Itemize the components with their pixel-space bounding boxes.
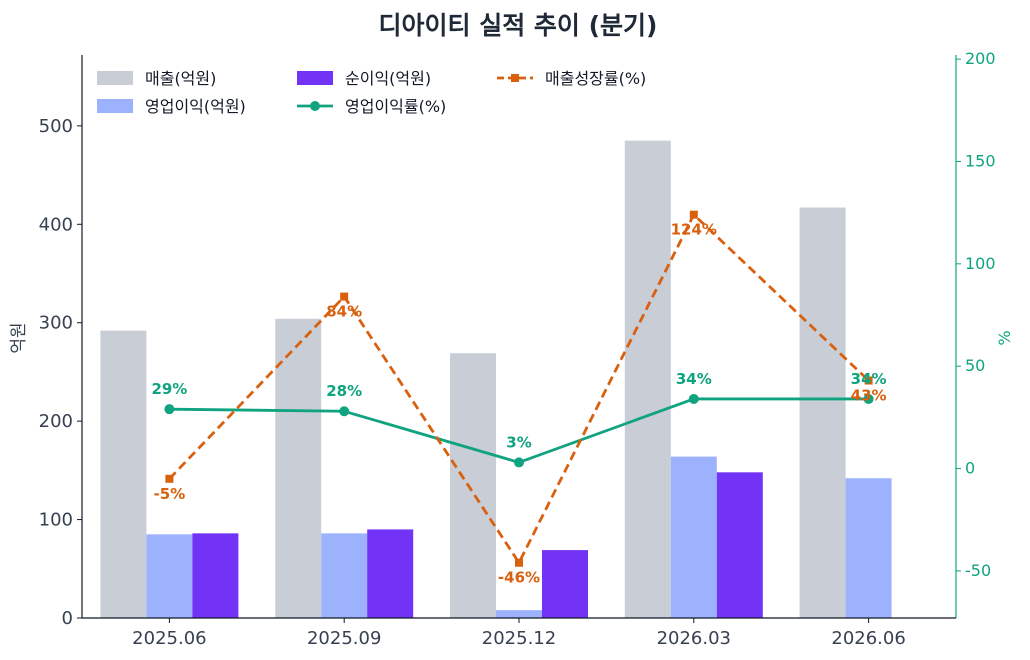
x-tick-label-2026.03: 2026.03 — [657, 628, 731, 649]
data-labels-layer: 29% 28% 3% 34% 34% -5% 84% -46% 124% 43% — [151, 221, 886, 587]
legend-label-5: 매출성장률(%) — [545, 69, 646, 88]
y2-tick-label-0: 0 — [965, 459, 975, 478]
marker-circle-2025.06 — [164, 404, 175, 415]
legend-item-5: 매출성장률(%) — [497, 69, 646, 88]
bar-1-2026.03 — [624, 140, 671, 619]
x-tick-label-2025.09: 2025.09 — [307, 628, 381, 649]
marker-square-2025.12 — [515, 558, 523, 567]
data-label-margin-2025.06: 29% — [151, 380, 187, 398]
bar-2-2026.03 — [670, 456, 717, 618]
bar-1-2026.06 — [799, 207, 846, 618]
data-label-growth-2025.06: -5% — [154, 485, 186, 503]
data-label-growth-2025.12: -46% — [498, 569, 540, 587]
line-series-2 — [168, 212, 870, 566]
y-axis-label: 억원 — [9, 322, 29, 353]
data-label-margin-2026.06: 34% — [851, 370, 887, 388]
bar-3-2025.09 — [367, 529, 414, 618]
y2-tick-label-200: 200 — [965, 49, 996, 68]
bar-3-2025.12 — [542, 550, 588, 618]
axes-layer: 0 100 200 300 400 500 -50 0 50 100 150 200 2025.06 20… — [39, 49, 996, 649]
legend-marker-5 — [511, 74, 519, 82]
marker-square-2025.09 — [340, 292, 349, 301]
bar-2-2025.09 — [321, 533, 368, 618]
legend-marker-4 — [310, 101, 320, 111]
bars-layer — [100, 140, 892, 619]
bar-1-2025.09 — [275, 318, 322, 618]
bar-2-2025.06 — [146, 534, 193, 618]
legend-item-2: 영업이익(억원) — [97, 97, 246, 116]
legend-swatch-1 — [97, 71, 133, 85]
data-label-growth-2025.09: 84% — [326, 303, 362, 321]
y2-tick-label-50: 50 — [965, 356, 985, 375]
legend-label-2: 영업이익(억원) — [145, 97, 246, 116]
x-tick-label-2025.06: 2025.06 — [132, 628, 206, 649]
bar-1-2025.12 — [450, 353, 496, 618]
y-tick-label-400: 400 — [39, 214, 73, 235]
marker-circle-2025.12 — [514, 457, 524, 468]
legend: 매출(억원) 영업이익(억원) 순이익(억원) 영업이익률(%) 매출성장률(%) — [97, 69, 646, 116]
legend-label-4: 영업이익률(%) — [345, 97, 446, 116]
data-label-margin-2025.12: 3% — [506, 433, 531, 451]
x-tick-label-2025.12: 2025.12 — [482, 628, 556, 649]
marker-circle-2025.09 — [339, 406, 350, 417]
y2-tick-label-150: 150 — [965, 151, 996, 170]
data-label-margin-2026.03: 34% — [676, 370, 712, 388]
y2-tick-label-100: 100 — [965, 254, 996, 273]
marker-circle-2026.03 — [688, 393, 699, 404]
data-label-margin-2025.09: 28% — [326, 382, 362, 400]
legend-item-1: 매출(억원) — [97, 69, 216, 88]
chart-title: 디아이티 실적 추이 (분기) — [379, 11, 658, 40]
legend-label-1: 매출(억원) — [145, 69, 216, 88]
y-tick-label-300: 300 — [39, 313, 73, 334]
y-tick-label-500: 500 — [39, 116, 73, 137]
y-tick-label-200: 200 — [39, 411, 73, 432]
y-tick-label-0: 0 — [62, 608, 73, 629]
bar-2-2025.12 — [496, 610, 542, 618]
legend-item-3: 순이익(억원) — [297, 69, 431, 88]
bar-3-2026.03 — [716, 472, 763, 618]
bar-3-2025.06 — [192, 533, 239, 618]
line-series-1 — [169, 397, 869, 464]
marker-square-2025.06 — [165, 474, 174, 483]
data-label-growth-2026.06: 43% — [851, 387, 887, 405]
marker-square-2026.06 — [864, 376, 873, 385]
marker-circle-2026.06 — [863, 393, 874, 404]
lines-layer — [164, 210, 874, 567]
legend-label-3: 순이익(억원) — [345, 69, 431, 88]
marker-square-2026.03 — [689, 210, 698, 219]
y-tick-label-100: 100 — [39, 510, 73, 531]
bar-2-2026.06 — [845, 478, 892, 618]
bar-1-2025.06 — [100, 330, 147, 618]
y2-axis-label: % — [995, 330, 1014, 345]
legend-swatch-3 — [297, 71, 333, 85]
x-tick-label-2026.06: 2026.06 — [831, 628, 905, 649]
legend-swatch-2 — [97, 99, 133, 113]
y2-tick-label--50: -50 — [965, 561, 991, 580]
data-label-growth-2026.03: 124% — [671, 221, 717, 239]
legend-item-4: 영업이익률(%) — [297, 97, 446, 116]
